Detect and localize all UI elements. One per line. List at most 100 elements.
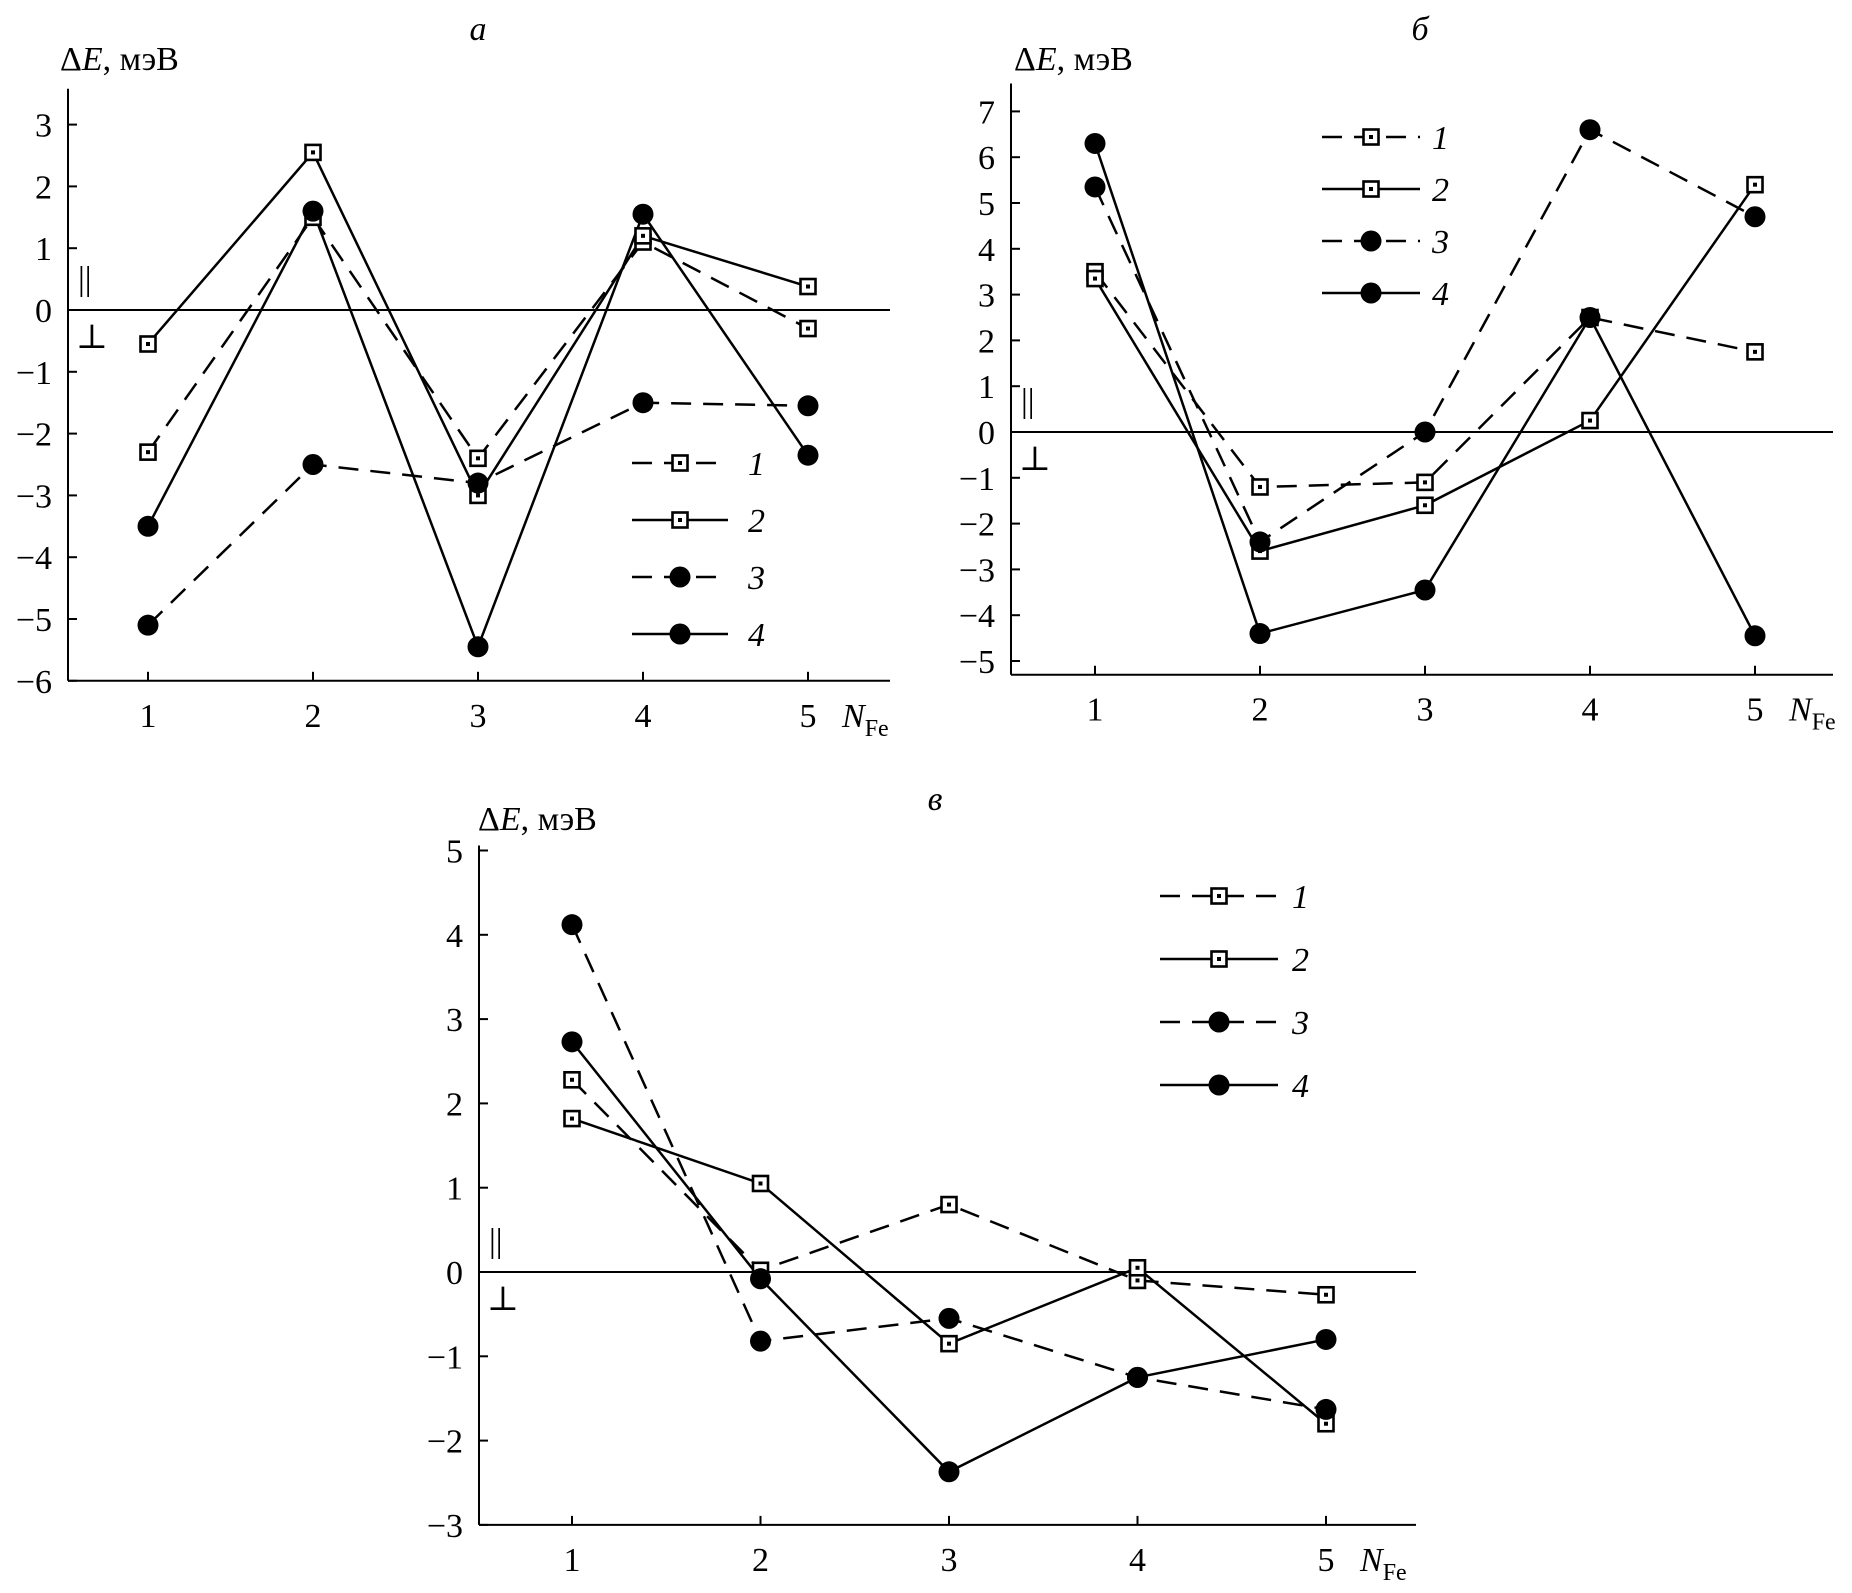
legend-label-1: 1	[748, 446, 765, 483]
legend-marker-2	[1362, 180, 1380, 198]
x-tick-label: 5	[1318, 1542, 1335, 1579]
y-tick-label: 0	[978, 415, 995, 452]
series-4-line	[571, 1041, 1327, 1474]
y-tick-label: 3	[446, 1002, 463, 1039]
y-tick-label: 5	[446, 834, 463, 871]
legend-label-1: 1	[1292, 879, 1309, 916]
series-4-point	[632, 203, 654, 225]
y-tick-label: 0	[35, 293, 52, 330]
legend-marker-1	[1210, 887, 1228, 905]
legend-marker-1	[671, 454, 689, 472]
y-axis-label: ΔE, мэВ	[60, 41, 179, 78]
legend-label-3: 3	[1431, 224, 1449, 261]
series-1-point	[1317, 1285, 1335, 1304]
legend: 1 2 3 4	[632, 446, 765, 654]
series-2-point	[1086, 269, 1104, 288]
perpendicular-region-mark: ⊥	[487, 1281, 519, 1318]
series-4-point	[137, 515, 159, 537]
y-tick-label: 5	[978, 186, 995, 223]
legend-marker-4	[1360, 282, 1382, 304]
panel-letter: а	[470, 11, 487, 48]
x-axis-label: NFe	[1359, 1542, 1407, 1586]
series-3-point	[632, 392, 654, 414]
y-tick-label: −1	[16, 355, 52, 392]
legend-marker-3	[1360, 230, 1382, 252]
legend-label-4: 4	[1432, 276, 1449, 313]
series-4-point	[1579, 307, 1601, 328]
y-tick-label: 2	[446, 1086, 463, 1123]
series-3-point	[302, 454, 324, 475]
y-axis-label: ΔE, мэВ	[1014, 41, 1133, 78]
legend-marker-3	[669, 566, 691, 588]
series-1-point	[139, 443, 157, 461]
x-tick-label: 1	[1087, 692, 1104, 729]
series-2-point	[1416, 496, 1434, 515]
series-2-point	[634, 227, 652, 245]
series-1-line	[571, 1078, 1327, 1297]
y-tick-label: 4	[978, 232, 995, 269]
y-tick-label: 1	[446, 1171, 463, 1208]
x-tick-label: 2	[752, 1542, 769, 1579]
y-tick-label: −2	[959, 507, 995, 544]
legend: 1 2 3 4	[1322, 120, 1449, 313]
x-tick-label: 1	[140, 698, 157, 735]
series-2-point	[139, 335, 157, 353]
series-4-line	[146, 208, 810, 651]
x-tick-label: 2	[305, 698, 322, 735]
x-tick-label: 3	[470, 698, 487, 735]
legend: 1 2 3 4	[1160, 879, 1309, 1105]
series-4-point	[750, 1268, 771, 1290]
series-4-point	[1249, 623, 1271, 645]
series-2-point	[799, 277, 817, 296]
series-1-point	[1251, 478, 1269, 496]
y-tick-label: 6	[978, 140, 995, 177]
x-tick-label: 3	[941, 1542, 958, 1579]
series-1-point	[799, 319, 817, 338]
x-axis-label: NFe	[1788, 692, 1836, 736]
series-2-point	[304, 143, 322, 162]
series-4-point	[938, 1461, 960, 1483]
series-4-point	[1315, 1328, 1337, 1350]
series-2-point	[1746, 175, 1764, 194]
series-2-point	[751, 1174, 770, 1193]
y-tick-label: 4	[446, 918, 463, 955]
y-tick-label: 2	[978, 323, 995, 360]
series-1-point	[1746, 343, 1764, 361]
series-1-point	[469, 449, 487, 468]
legend-label-2: 2	[748, 503, 765, 540]
y-tick-label: 3	[978, 278, 995, 315]
series-1-line	[1094, 270, 1756, 489]
chart-panel-3: в ΔE, мэВ 5 4 3 2 1 0 −1 −2 −3 1 2 3 4 5 NFe || ⊥ 1 2 3 4	[427, 781, 1416, 1586]
series-4-point	[1744, 625, 1766, 647]
y-axis-label: ΔE, мэВ	[478, 801, 597, 838]
series-2-line	[147, 150, 809, 498]
y-tick-label: −5	[959, 644, 995, 681]
y-tick-label: 1	[978, 369, 995, 406]
series-2-point	[940, 1334, 958, 1353]
series-3-point	[467, 472, 489, 494]
series-3-point	[750, 1330, 771, 1352]
y-tick-label: −2	[427, 1424, 463, 1461]
y-tick-label: 2	[35, 169, 52, 206]
series-4-line	[1093, 143, 1757, 637]
x-tick-label: 4	[1129, 1542, 1146, 1579]
x-tick-label: 4	[1582, 692, 1599, 729]
parallel-region-mark: ||	[489, 1223, 503, 1260]
y-tick-label: −4	[959, 598, 995, 635]
series-1-point	[940, 1195, 958, 1214]
x-axis-label: NFe	[841, 698, 889, 742]
x-tick-label: 3	[1417, 692, 1434, 729]
legend-label-3: 3	[747, 560, 765, 597]
x-tick-label: 5	[1747, 692, 1764, 729]
series-4-point	[797, 444, 819, 466]
legend-marker-3	[1208, 1011, 1230, 1033]
series-4-point	[1414, 579, 1436, 601]
series-2-point	[563, 1109, 581, 1128]
y-tick-label: −1	[427, 1339, 463, 1376]
x-tick-label: 2	[1252, 692, 1269, 729]
series-3-point	[1744, 206, 1766, 228]
legend-label-3: 3	[1291, 1005, 1309, 1042]
legend-marker-4	[1208, 1074, 1230, 1096]
series-2-point	[1581, 411, 1599, 430]
